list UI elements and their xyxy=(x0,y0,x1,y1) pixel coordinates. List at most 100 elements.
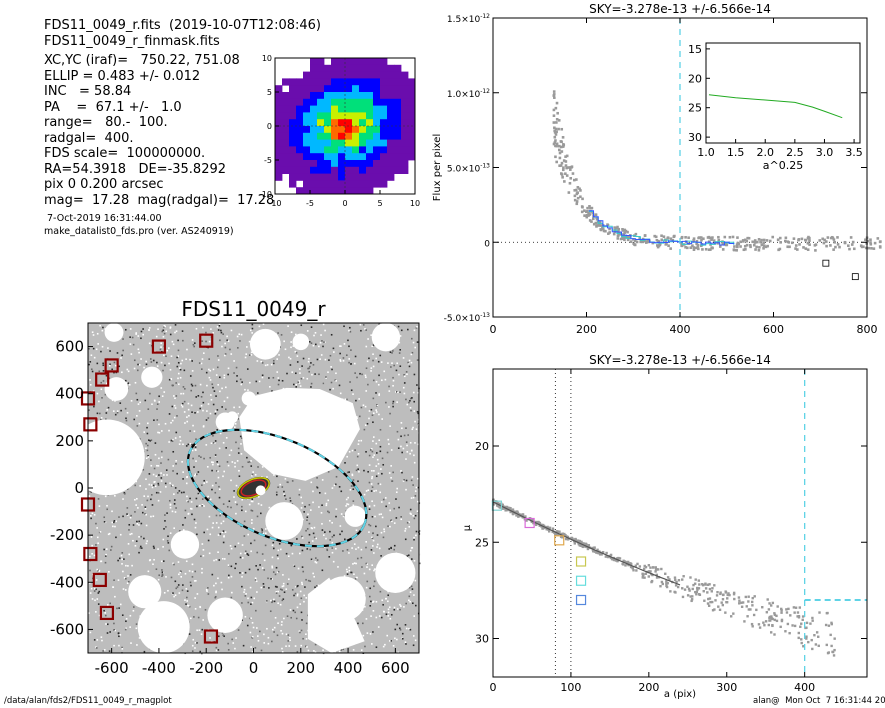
sky-noise xyxy=(98,570,100,572)
sky-noise xyxy=(307,649,310,652)
sky-noise xyxy=(89,569,91,572)
sky-profile-point xyxy=(749,245,752,249)
sky-noise xyxy=(328,556,331,558)
contour-cell xyxy=(387,112,395,120)
surface-brightness-point xyxy=(655,576,659,579)
sky-noise xyxy=(368,410,371,412)
sky-noise xyxy=(369,633,372,635)
surface-brightness-point xyxy=(797,614,801,618)
sky-noise xyxy=(250,509,253,512)
sky-noise xyxy=(150,361,153,363)
sky-noise xyxy=(378,513,381,516)
header-date: 7-Oct-2019 16:31:44.00 xyxy=(47,213,162,224)
sky-noise xyxy=(139,401,141,404)
sky-noise xyxy=(370,483,373,485)
contour-cell xyxy=(296,146,304,154)
sky-noise xyxy=(368,595,371,598)
sky-noise xyxy=(195,438,197,440)
contour-cell xyxy=(282,119,290,127)
sky-noise xyxy=(414,442,416,444)
sky-noise xyxy=(378,413,380,416)
surface-brightness-point xyxy=(833,648,836,652)
sky-noise xyxy=(176,356,178,359)
sky-noise xyxy=(375,525,377,528)
sky-profile-point xyxy=(836,243,840,246)
sky-noise xyxy=(150,459,152,461)
contour-cell xyxy=(359,160,367,168)
sky-noise xyxy=(241,381,243,383)
surface-brightness-point xyxy=(664,572,667,575)
contour-cell xyxy=(275,92,283,100)
sky-noise xyxy=(379,354,382,357)
surface-brightness-point xyxy=(624,564,627,567)
contour-cell xyxy=(338,173,346,181)
header-line-coords: RA=54.3918 DE=-35.8292 xyxy=(44,161,227,177)
sky-noise xyxy=(96,527,98,529)
sky-noise xyxy=(334,483,337,486)
sky-noise xyxy=(388,472,391,474)
surface-brightness-point xyxy=(800,638,803,641)
sky-profile-point xyxy=(778,236,782,240)
sky-noise xyxy=(312,572,314,575)
sky-noise xyxy=(290,544,293,547)
sky-noise xyxy=(156,408,158,410)
sky-noise xyxy=(197,492,200,495)
sky-profile-point xyxy=(595,217,599,221)
sky-noise xyxy=(158,431,161,434)
surface-brightness-point xyxy=(654,566,657,569)
sky-noise xyxy=(119,533,122,536)
inset-ytick-label: 25 xyxy=(688,102,702,115)
sky-noise xyxy=(244,571,247,574)
sky-noise xyxy=(399,628,402,631)
sky-noise xyxy=(300,324,303,327)
sky-noise xyxy=(379,491,382,494)
sky-noise xyxy=(305,622,308,625)
sky-noise xyxy=(331,487,334,489)
contour-cell xyxy=(317,119,325,127)
sky-noise xyxy=(216,461,219,463)
sky-noise xyxy=(296,361,299,363)
sky-noise xyxy=(160,346,162,348)
sky-noise xyxy=(381,472,383,475)
sky-noise xyxy=(388,606,391,609)
sky-noise xyxy=(203,531,206,534)
sky-noise xyxy=(405,441,408,443)
sky-noise xyxy=(369,605,372,607)
sky-noise xyxy=(333,484,336,487)
sky-noise xyxy=(281,589,283,591)
sky-noise xyxy=(114,629,117,632)
sky-profile-point xyxy=(583,214,586,217)
sky-noise xyxy=(215,522,218,524)
surface-brightness-point xyxy=(811,619,814,622)
sky-noise xyxy=(183,369,186,372)
sky-profile-point xyxy=(574,188,578,192)
mask-region xyxy=(141,366,163,388)
sky-noise xyxy=(181,359,184,362)
sky-noise xyxy=(163,326,165,328)
sky-noise xyxy=(245,593,247,595)
surface-brightness-point xyxy=(564,537,568,541)
surface-brightness-point xyxy=(636,562,639,566)
surface-brightness-point xyxy=(719,591,722,594)
contour-cell xyxy=(394,64,402,72)
sky-noise xyxy=(403,382,406,384)
sky-noise xyxy=(175,460,177,462)
contour-cell xyxy=(345,146,353,154)
surface-brightness-point xyxy=(752,613,756,617)
contour-xtick-label: -10 xyxy=(268,199,281,208)
sky-noise xyxy=(224,353,227,355)
sky-noise xyxy=(186,500,188,502)
surface-brightness-point xyxy=(753,595,756,598)
sky-noise xyxy=(404,538,407,541)
sky-noise xyxy=(397,651,399,654)
sky-noise xyxy=(413,329,416,332)
sky-noise xyxy=(164,422,167,425)
surface-brightness-point xyxy=(719,592,722,596)
contour-cell xyxy=(303,78,311,86)
sky-noise xyxy=(297,584,299,587)
contour-cell xyxy=(289,173,297,181)
sky-noise xyxy=(308,504,311,506)
sky-noise xyxy=(340,513,343,515)
surface-brightness-point xyxy=(780,607,783,611)
sky-noise xyxy=(329,519,331,522)
